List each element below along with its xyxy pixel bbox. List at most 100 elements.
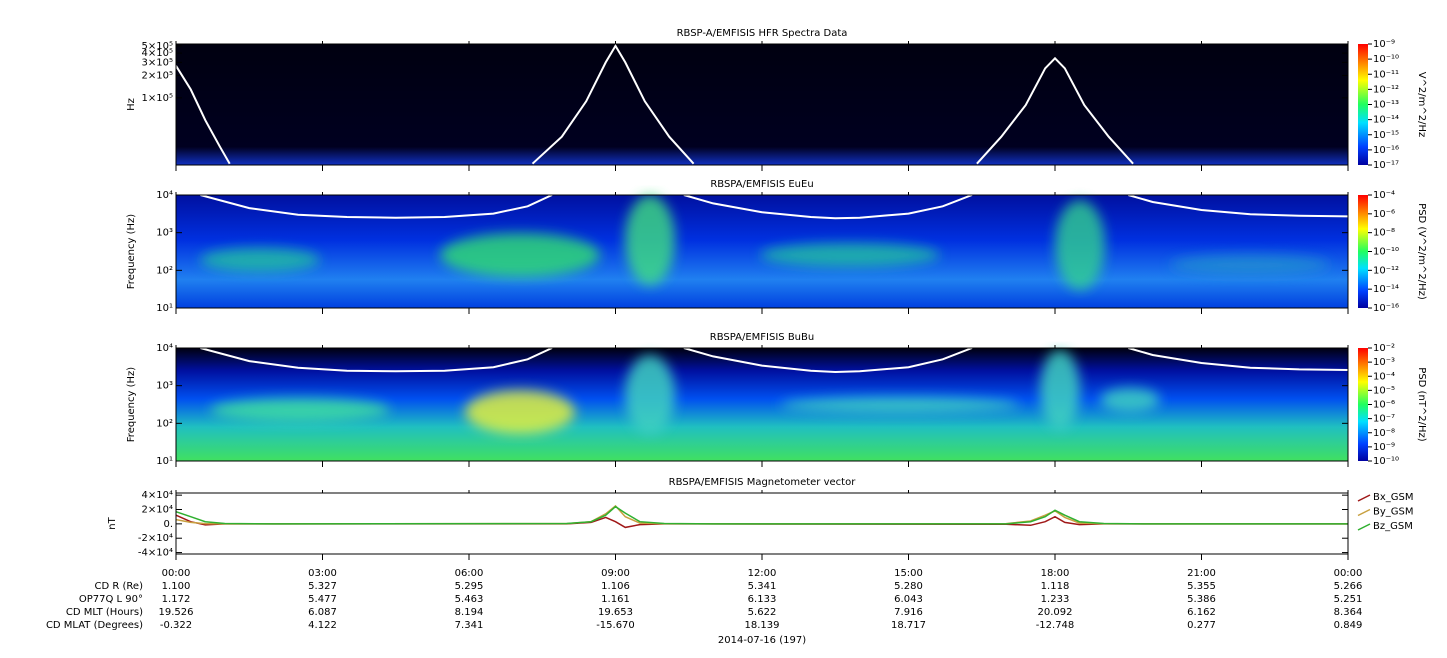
ephemeris-value: 5.327 (308, 581, 337, 592)
ephemeris-value: 1.100 (162, 581, 191, 592)
y-tick-label: 4×10⁵ (142, 48, 173, 59)
colorbar-tick-label: 10⁻⁸ (1373, 228, 1395, 239)
ephemeris-value: 19.653 (598, 607, 633, 618)
ephemeris-label: OP77Q L 90° (79, 594, 143, 605)
spectrogram-image (176, 195, 1348, 308)
y-tick-label: 10⁴ (156, 190, 173, 201)
y-tick-label: 10¹ (156, 303, 173, 314)
x-tick-label: 15:00 (894, 568, 923, 579)
colorbar-tick-label: 10⁻¹² (1373, 84, 1399, 95)
ephemeris-value: 5.477 (308, 594, 337, 605)
ephemeris-value: 6.162 (1187, 607, 1216, 618)
ephemeris-value: 1.172 (162, 594, 191, 605)
ephemeris-value: 6.087 (308, 607, 337, 618)
y-tick-label: 10¹ (156, 456, 173, 467)
y-tick-label: -4×10⁴ (138, 548, 173, 559)
ephemeris-value: 5.386 (1187, 594, 1216, 605)
ephemeris-value: -12.748 (1036, 620, 1075, 631)
y-axis-label: Frequency (Hz) (126, 214, 137, 290)
cyclotron-line (200, 348, 1348, 374)
panel-title: RBSPA/EMFISIS Magnetometer vector (669, 477, 857, 488)
y-tick-label: 10⁴ (156, 343, 173, 354)
plot-frame (175, 492, 1349, 555)
spectrogram-texture (200, 195, 1330, 290)
legend-label: Bz_GSM (1373, 521, 1413, 532)
plot-frame (175, 347, 1349, 462)
cyclotron-line (200, 195, 1348, 220)
legend-swatch (1357, 508, 1371, 517)
colorbar-tick-label: 10⁻¹² (1373, 265, 1399, 276)
ephemeris-value: 5.622 (748, 607, 777, 618)
colorbar-tick-label: 10⁻⁶ (1373, 209, 1395, 220)
colorbar-tick-label: 10⁻⁴ (1373, 190, 1395, 201)
ephemeris-label: CD MLAT (Degrees) (46, 620, 143, 631)
x-tick-label: 06:00 (455, 568, 484, 579)
ephemeris-value: 5.341 (748, 581, 777, 592)
colorbar-tick-label: 10⁻¹⁴ (1373, 115, 1399, 126)
colorbar-tick-label: 10⁻⁴ (1373, 371, 1395, 382)
y-tick-label: 2×10⁴ (142, 505, 173, 516)
ephemeris-value: 18.717 (891, 620, 926, 631)
y-tick-label: 5×10⁵ (142, 41, 173, 52)
y-tick-label: 10² (156, 265, 173, 276)
x-tick-label: 12:00 (748, 568, 777, 579)
y-tick-label: 2×10⁵ (142, 70, 173, 81)
colorbar-tick-label: 10⁻⁷ (1373, 414, 1395, 425)
y-axis-label: Hz (126, 98, 137, 111)
colorbar (1358, 195, 1368, 308)
colorbar-tick-label: 10⁻¹⁵ (1373, 130, 1399, 141)
legend-label: By_GSM (1373, 507, 1414, 518)
ephemeris-value: 0.277 (1187, 620, 1216, 631)
colorbar-tick-label: 10⁻³ (1373, 357, 1395, 368)
legend-label: Bx_GSM (1373, 492, 1414, 503)
ephemeris-value: 18.139 (745, 620, 780, 631)
ephemeris-value: 5.295 (455, 581, 484, 592)
colorbar-tick-label: 10⁻¹⁰ (1373, 247, 1399, 258)
y-tick-label: -2×10⁴ (138, 533, 173, 544)
ephemeris-value: 5.251 (1334, 594, 1363, 605)
plot-frame (175, 194, 1349, 309)
ephemeris-value: 8.194 (455, 607, 484, 618)
ephemeris-label: CD MLT (Hours) (66, 607, 143, 618)
colorbar-label: PSD (V^2/m^2/Hz) (1416, 203, 1427, 300)
cyclotron-line (176, 44, 1134, 165)
y-tick-label: 4×10⁴ (142, 490, 173, 501)
ephemeris-value: 7.341 (455, 620, 484, 631)
y-tick-label: 1×10⁵ (142, 93, 173, 104)
ephemeris-value: 8.364 (1334, 607, 1363, 618)
colorbar-tick-label: 10⁻⁹ (1373, 442, 1395, 453)
colorbar-tick-label: 10⁻⁹ (1373, 39, 1395, 50)
ephemeris-label: CD R (Re) (95, 581, 144, 592)
legend-swatch (1357, 523, 1371, 531)
colorbar-tick-label: 10⁻¹⁷ (1373, 160, 1399, 171)
colorbar-tick-label: 10⁻¹⁰ (1373, 456, 1399, 467)
y-tick-label: 3×10⁵ (142, 57, 173, 68)
colorbar-tick-label: 10⁻¹⁶ (1373, 303, 1399, 314)
x-tick-label: 03:00 (308, 568, 337, 579)
y-tick-label: 10³ (156, 228, 173, 239)
colorbar-tick-label: 10⁻¹⁴ (1373, 284, 1399, 295)
ephemeris-value: 19.526 (159, 607, 194, 618)
y-tick-label: 10² (156, 418, 173, 429)
series-line (176, 514, 1348, 529)
y-tick-label: 0. (163, 519, 173, 530)
ephemeris-value: 0.849 (1334, 620, 1363, 631)
ephemeris-value: 20.092 (1038, 607, 1073, 618)
ephemeris-value: 4.122 (308, 620, 337, 631)
colorbar-tick-label: 10⁻¹⁶ (1373, 145, 1399, 156)
ephemeris-value: -15.670 (596, 620, 635, 631)
x-tick-label: 21:00 (1187, 568, 1216, 579)
y-axis-label: Frequency (Hz) (126, 367, 137, 443)
x-tick-label: 00:00 (162, 568, 191, 579)
ephemeris-value: 5.355 (1187, 581, 1216, 592)
colorbar-tick-label: 10⁻¹³ (1373, 100, 1399, 111)
ephemeris-value: 5.463 (455, 594, 484, 605)
ephemeris-value: 5.280 (894, 581, 923, 592)
panel-title: RBSPA/EMFISIS BuBu (710, 332, 814, 343)
colorbar (1358, 44, 1368, 165)
colorbar-label: PSD (nT^2/Hz) (1416, 367, 1427, 441)
x-tick-label: 18:00 (1041, 568, 1070, 579)
colorbar-tick-label: 10⁻¹¹ (1373, 69, 1399, 80)
legend-swatch (1357, 494, 1371, 502)
